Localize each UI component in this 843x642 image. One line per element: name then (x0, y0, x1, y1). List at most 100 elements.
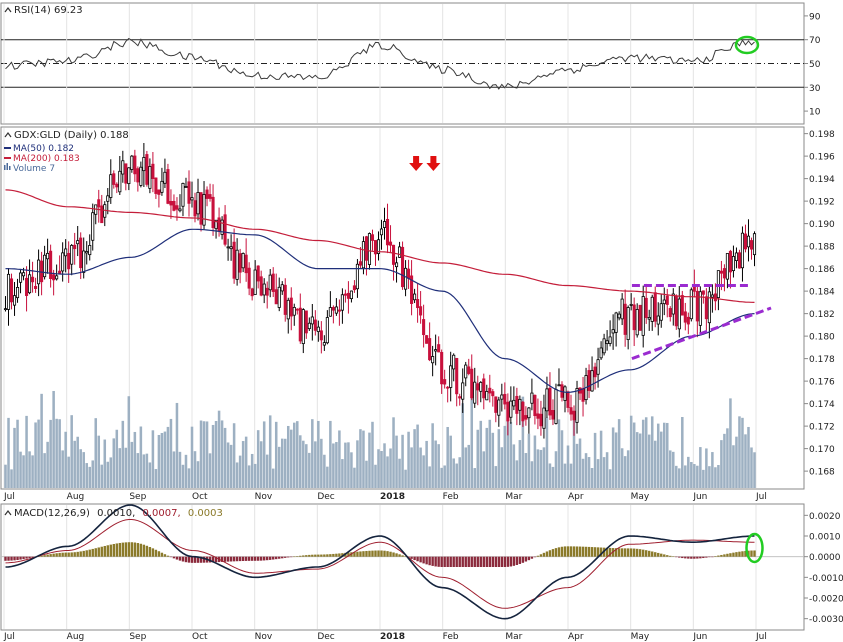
macd-histogram-bar (566, 546, 570, 557)
candle-body (106, 195, 110, 202)
volume-bar (238, 455, 242, 488)
candle-body (67, 252, 71, 270)
candle-body (653, 292, 657, 322)
candle-body (695, 290, 699, 322)
volume-bar (669, 450, 672, 488)
macd-histogram-bar (106, 545, 109, 557)
candle-body (596, 359, 600, 375)
candle-body (527, 407, 531, 419)
macd-histogram-bar (641, 549, 645, 557)
volume-bar (283, 438, 287, 488)
macd-histogram-bar (317, 554, 320, 557)
volume-bar (217, 410, 221, 488)
candle-body (479, 382, 483, 392)
macd-histogram-bar (410, 556, 413, 559)
candle-body (752, 233, 757, 256)
volume-bar (172, 451, 176, 488)
candle-body (76, 240, 80, 245)
volume-bar (726, 428, 729, 488)
macd-histogram-bar (178, 556, 182, 561)
rsi-line (5, 37, 755, 90)
volume-bar (557, 419, 561, 488)
volume-bar (578, 438, 582, 488)
volume-bar (467, 444, 470, 488)
macd-histogram-bar (193, 556, 197, 563)
volume-bar (148, 462, 152, 488)
x-axis-label: Oct (192, 632, 208, 642)
candle-body (178, 208, 182, 212)
candle-body (470, 368, 474, 399)
macd-histogram-bar (726, 553, 729, 557)
macd-histogram-bar (296, 556, 299, 557)
macd-histogram-bar (395, 553, 398, 557)
candle-body (385, 218, 390, 246)
candle-body (476, 383, 480, 391)
price-tick-label: 0.168 (809, 468, 835, 478)
macd-histogram-bar (569, 546, 573, 557)
candle-body (325, 317, 329, 344)
volume-bar (314, 441, 317, 488)
volume-bar (293, 422, 296, 488)
candle-body (28, 274, 32, 294)
candle-body (175, 205, 179, 210)
macd-histogram-bar (452, 556, 455, 567)
volume-bar (205, 421, 209, 488)
volume-bar (166, 426, 170, 488)
macd-histogram-bar (533, 556, 537, 558)
volume-bar (356, 440, 359, 488)
macd-histogram-bar (70, 552, 73, 557)
volume-bar (584, 453, 588, 488)
candle-body (169, 200, 173, 206)
macd-histogram-bar (133, 542, 137, 557)
volume-bar (717, 465, 720, 488)
candle-body (494, 396, 498, 413)
candle-body (352, 285, 356, 291)
candle-body (250, 288, 254, 297)
candle-body (671, 293, 675, 315)
macd-histogram-bar (43, 555, 46, 557)
x-axis-label: Jun (692, 632, 707, 642)
x-axis-label: Nov (255, 492, 273, 502)
volume-bar (265, 454, 269, 488)
volume-bar (500, 447, 504, 488)
candle-body (343, 293, 347, 296)
macd-histogram-bar (166, 555, 170, 557)
macd-histogram-bar (557, 547, 561, 557)
volume-bar (145, 453, 149, 488)
macd-tick-label: 0.0000 (809, 553, 841, 563)
macd-histogram-bar (314, 554, 317, 557)
candle-body (121, 160, 125, 175)
macd-histogram-bar (744, 550, 747, 557)
volume-bar (386, 456, 389, 488)
candle-body (193, 200, 197, 217)
macd-histogram-bar (521, 556, 525, 563)
macd-histogram-bar (383, 550, 386, 557)
candle-body (31, 276, 35, 283)
macd-histogram-bar (265, 556, 269, 561)
macd-histogram-bar (404, 556, 407, 558)
macd-histogram-bar (590, 547, 594, 557)
macd-histogram-bar (545, 551, 549, 557)
macd-histogram-bar (223, 556, 227, 562)
macd-histogram-bar (645, 550, 648, 557)
volume-bar (684, 465, 687, 488)
candle-body (22, 272, 26, 277)
macd-histogram-bar (741, 551, 744, 557)
candle-body (713, 293, 717, 302)
volume-bar (371, 421, 374, 488)
volume-bar (533, 435, 537, 488)
macd-histogram-bar (148, 547, 152, 557)
candle-body (244, 254, 248, 274)
price-tick-label: 0.186 (809, 265, 835, 275)
candle-body (214, 219, 218, 230)
macd-histogram-bar (599, 547, 603, 557)
volume-bar (428, 466, 431, 488)
volume-bar (681, 417, 684, 488)
candle-body (461, 382, 465, 400)
macd-histogram-bar (738, 551, 741, 557)
volume-bar (139, 426, 143, 488)
volume-bar (690, 462, 693, 488)
volume-bar (741, 417, 744, 488)
macd-histogram-bar (732, 552, 735, 557)
